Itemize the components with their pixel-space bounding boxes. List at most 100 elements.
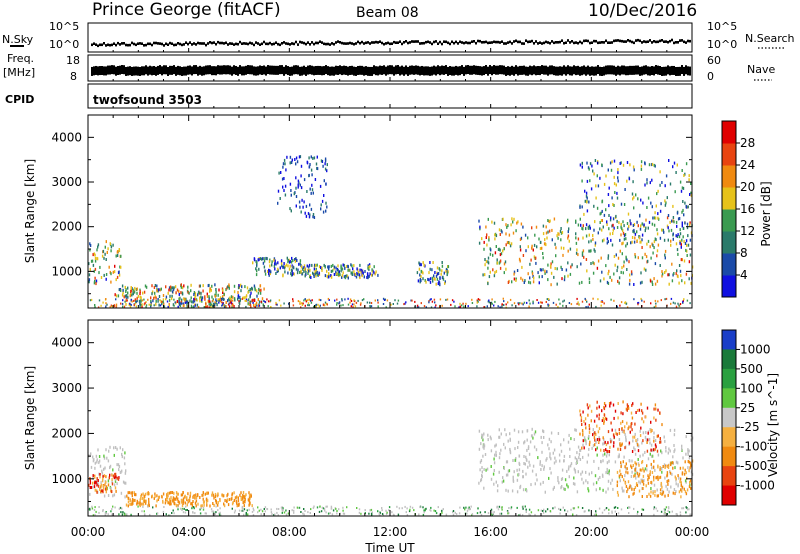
data-cell bbox=[505, 433, 507, 437]
nsky-point bbox=[99, 43, 101, 47]
data-cell bbox=[190, 296, 192, 300]
nsky-point bbox=[319, 40, 321, 43]
data-cell bbox=[444, 280, 446, 284]
nsky-point bbox=[253, 43, 255, 47]
data-cell bbox=[603, 182, 606, 186]
data-cell bbox=[513, 272, 515, 276]
data-cell bbox=[91, 507, 94, 510]
data-cell bbox=[310, 276, 312, 279]
data-cell bbox=[193, 495, 195, 499]
data-cell bbox=[610, 440, 612, 444]
station-title: Prince George (fitACF) bbox=[92, 0, 281, 20]
data-cell bbox=[487, 433, 489, 437]
data-cell bbox=[343, 512, 346, 515]
data-cell bbox=[125, 294, 128, 298]
data-cell bbox=[174, 497, 176, 501]
data-cell bbox=[271, 263, 273, 267]
data-cell bbox=[315, 269, 318, 273]
data-cell bbox=[178, 303, 181, 307]
data-cell bbox=[189, 299, 191, 303]
data-cell bbox=[336, 303, 338, 306]
data-cell bbox=[620, 233, 622, 237]
data-cell bbox=[212, 510, 215, 513]
data-cell bbox=[479, 225, 481, 229]
data-cell bbox=[357, 272, 359, 276]
data-cell bbox=[436, 266, 439, 270]
velocity-colorbar-tick-label: -1000 bbox=[740, 479, 775, 493]
data-cell bbox=[570, 462, 573, 466]
data-cell bbox=[566, 510, 569, 513]
nsky-point bbox=[395, 41, 397, 44]
data-cell bbox=[250, 291, 252, 295]
data-cell bbox=[143, 298, 145, 301]
data-cell bbox=[485, 236, 487, 239]
data-cell bbox=[617, 507, 619, 509]
data-cell bbox=[518, 468, 521, 472]
data-cell bbox=[104, 252, 106, 256]
data-cell bbox=[608, 402, 611, 405]
nsky-point bbox=[483, 40, 485, 44]
data-cell bbox=[413, 509, 415, 512]
data-cell bbox=[115, 477, 117, 481]
data-cell bbox=[378, 512, 381, 515]
nsky-point bbox=[389, 42, 391, 46]
data-cell bbox=[539, 482, 542, 486]
data-cell bbox=[439, 268, 441, 272]
data-cell bbox=[341, 275, 343, 279]
freq-trace bbox=[91, 65, 691, 76]
data-cell bbox=[133, 299, 135, 302]
data-cell bbox=[310, 508, 312, 511]
data-cell bbox=[685, 204, 687, 208]
data-cell bbox=[179, 301, 181, 304]
frequency-point bbox=[123, 65, 125, 75]
data-cell bbox=[344, 266, 346, 270]
data-cell bbox=[650, 448, 652, 452]
data-cell bbox=[422, 513, 425, 516]
data-cell bbox=[422, 261, 424, 265]
data-cell bbox=[202, 497, 204, 501]
data-cell bbox=[667, 451, 669, 455]
nsky-point bbox=[247, 42, 249, 46]
data-cell bbox=[180, 302, 183, 305]
data-cell bbox=[328, 265, 330, 269]
data-cell bbox=[672, 232, 674, 236]
data-cell bbox=[631, 192, 634, 196]
data-cell bbox=[148, 303, 150, 306]
data-cell bbox=[519, 238, 522, 241]
data-cell bbox=[660, 202, 662, 206]
data-cell bbox=[310, 191, 312, 195]
data-cell bbox=[661, 485, 663, 489]
data-cell bbox=[676, 224, 678, 228]
frequency-point bbox=[627, 66, 629, 76]
data-cell bbox=[530, 511, 533, 514]
data-cell bbox=[131, 494, 133, 498]
data-cell bbox=[606, 220, 608, 224]
data-cell bbox=[507, 473, 509, 477]
data-cell bbox=[646, 441, 648, 444]
data-cell bbox=[670, 297, 673, 300]
data-cell bbox=[430, 298, 432, 301]
data-cell bbox=[322, 210, 325, 214]
data-cell bbox=[155, 296, 157, 300]
data-cell bbox=[660, 449, 662, 453]
data-cell bbox=[158, 303, 160, 307]
data-cell bbox=[486, 305, 488, 308]
data-cell bbox=[269, 269, 271, 273]
data-cell bbox=[309, 299, 312, 302]
data-cell bbox=[588, 167, 590, 171]
data-cell bbox=[435, 304, 437, 307]
frequency-point bbox=[255, 66, 257, 76]
data-cell bbox=[652, 465, 655, 469]
data-cell bbox=[502, 476, 504, 480]
data-cell bbox=[361, 274, 363, 278]
data-cell bbox=[127, 504, 129, 508]
data-cell bbox=[280, 171, 282, 174]
data-cell bbox=[550, 457, 552, 461]
data-cell bbox=[595, 481, 598, 485]
data-cell bbox=[211, 510, 213, 513]
data-cell bbox=[309, 163, 311, 166]
data-cell bbox=[193, 293, 195, 296]
frequency-point bbox=[655, 65, 657, 75]
nsky-point bbox=[293, 42, 295, 46]
data-cell bbox=[560, 231, 563, 235]
